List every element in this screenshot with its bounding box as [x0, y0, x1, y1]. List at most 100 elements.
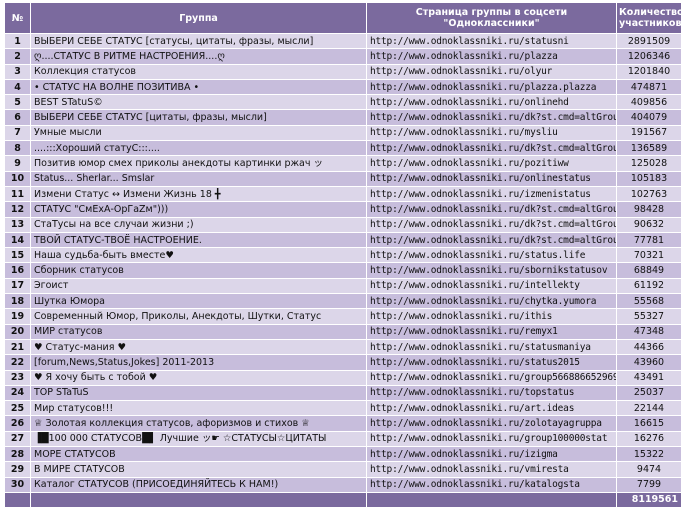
group-url-cell[interactable]: http://www.odnoklassniki.ru/katalogsta	[366, 476, 617, 493]
group-name-cell[interactable]: Позитив юмор смех приколы анекдоты карти…	[30, 155, 367, 172]
member-count-cell[interactable]: 77781	[616, 231, 682, 249]
group-name-cell[interactable]: Эгоист	[30, 277, 367, 295]
row-number-cell[interactable]: 20	[4, 323, 31, 340]
member-count-cell[interactable]: 43491	[616, 369, 682, 386]
group-name-cell[interactable]: Мир статусов!!!	[30, 400, 367, 417]
row-number-cell[interactable]: 21	[4, 338, 31, 356]
group-name-cell[interactable]: В МИРЕ СТАТУСОВ	[30, 461, 367, 478]
header-group[interactable]: Группа	[30, 2, 367, 34]
row-number-cell[interactable]: 26	[4, 415, 31, 432]
member-count-cell[interactable]: 98428	[616, 201, 682, 218]
group-name-cell[interactable]: Наша судьба-быть вместе♥	[30, 247, 367, 264]
group-url-cell[interactable]: http://www.odnoklassniki.ru/statusmaniya	[366, 338, 617, 356]
row-number-cell[interactable]: 28	[4, 446, 31, 463]
group-url-cell[interactable]: http://www.odnoklassniki.ru/onlinestatus	[366, 170, 617, 187]
member-count-cell[interactable]: 22144	[616, 400, 682, 417]
row-number-cell[interactable]: 17	[4, 277, 31, 295]
group-name-cell[interactable]: МИР статусов	[30, 323, 367, 340]
member-count-cell[interactable]: 409856	[616, 94, 682, 111]
group-name-cell[interactable]: Измени Статус ↔ Измени Жизнь 18 ╋	[30, 185, 367, 203]
group-name-cell[interactable]: Каталог СТАТУСОВ (ПРИСОЕДИНЯЙТЕСЬ К НАМ!…	[30, 476, 367, 493]
group-url-cell[interactable]: http://www.odnoklassniki.ru/plazza.plazz…	[366, 78, 617, 96]
row-number-cell[interactable]: 16	[4, 262, 31, 279]
row-number-cell[interactable]: 9	[4, 155, 31, 172]
row-number-cell[interactable]: 6	[4, 109, 31, 126]
group-url-cell[interactable]: http://www.odnoklassniki.ru/izmenistatus	[366, 185, 617, 203]
row-number-cell[interactable]: 24	[4, 384, 31, 402]
member-count-cell[interactable]: 47348	[616, 323, 682, 340]
group-url-cell[interactable]: http://www.odnoklassniki.ru/dk?st.cmd=al…	[366, 201, 617, 218]
group-name-cell[interactable]: СТАТУС "СмЕхА-ОрГаZм")))	[30, 201, 367, 218]
row-number-cell[interactable]: 1	[4, 32, 31, 50]
row-number-cell[interactable]: 12	[4, 201, 31, 218]
group-name-cell[interactable]: Status... Sherlar... Smslar	[30, 170, 367, 187]
member-count-cell[interactable]: 136589	[616, 140, 682, 157]
group-name-cell[interactable]: ....:::Хороший статуС:::....	[30, 140, 367, 157]
member-count-cell[interactable]: 474871	[616, 78, 682, 96]
member-count-cell[interactable]: 7799	[616, 476, 682, 493]
row-number-cell[interactable]: 7	[4, 124, 31, 142]
group-url-cell[interactable]: http://www.odnoklassniki.ru/plazza	[366, 48, 617, 65]
group-url-cell[interactable]: http://www.odnoklassniki.ru/zolotayagrup…	[366, 415, 617, 432]
member-count-cell[interactable]: 102763	[616, 185, 682, 203]
header-count[interactable]: Количество участников	[616, 2, 682, 34]
group-url-cell[interactable]: http://www.odnoklassniki.ru/art.ideas	[366, 400, 617, 417]
group-url-cell[interactable]: http://www.odnoklassniki.ru/izigma	[366, 446, 617, 463]
group-url-cell[interactable]: http://www.odnoklassniki.ru/statusni	[366, 32, 617, 50]
group-url-cell[interactable]: http://www.odnoklassniki.ru/remyx1	[366, 323, 617, 340]
member-count-cell[interactable]: 43960	[616, 354, 682, 371]
group-name-cell[interactable]: Коллекция статусов	[30, 63, 367, 80]
row-number-cell[interactable]: 23	[4, 369, 31, 386]
header-num[interactable]: №	[4, 2, 31, 34]
row-number-cell[interactable]: 10	[4, 170, 31, 187]
group-name-cell[interactable]: ♥ Я хочу быть с тобой ♥	[30, 369, 367, 386]
row-number-cell[interactable]: 11	[4, 185, 31, 203]
group-name-cell[interactable]: TOP STaTuS	[30, 384, 367, 402]
row-number-cell[interactable]: 3	[4, 63, 31, 80]
group-name-cell[interactable]: ღ....СТАТУС В РИТМЕ НАСТРОЕНИЯ....ღ	[30, 48, 367, 65]
row-number-cell[interactable]: 18	[4, 293, 31, 310]
group-url-cell[interactable]: http://www.odnoklassniki.ru/topstatus	[366, 384, 617, 402]
group-url-cell[interactable]: http://www.odnoklassniki.ru/group100000s…	[366, 430, 617, 448]
group-url-cell[interactable]: http://www.odnoklassniki.ru/dk?st.cmd=al…	[366, 216, 617, 233]
header-page[interactable]: Страница группы в соцсети "Одноклассники…	[366, 2, 617, 34]
row-number-cell[interactable]: 19	[4, 308, 31, 325]
group-name-cell[interactable]: Шутка Юмора	[30, 293, 367, 310]
member-count-cell[interactable]: 55568	[616, 293, 682, 310]
group-url-cell[interactable]: http://www.odnoklassniki.ru/dk?st.cmd=al…	[366, 140, 617, 157]
group-url-cell[interactable]: http://www.odnoklassniki.ru/onlinehd	[366, 94, 617, 111]
group-url-cell[interactable]: http://www.odnoklassniki.ru/sbornikstatu…	[366, 262, 617, 279]
group-name-cell[interactable]: • СТАТУС НА ВОЛНЕ ПОЗИТИВА •	[30, 78, 367, 96]
group-url-cell[interactable]: http://www.odnoklassniki.ru/dk?st.cmd=al…	[366, 109, 617, 126]
group-name-cell[interactable]: ▐█100 000 СТАТУСОВ█▌ Лучшие ッ☛ ☆СТАТУСЫ☆…	[30, 430, 367, 448]
row-number-cell[interactable]: 8	[4, 140, 31, 157]
member-count-cell[interactable]: 191567	[616, 124, 682, 142]
group-url-cell[interactable]: http://www.odnoklassniki.ru/olyur	[366, 63, 617, 80]
row-number-cell[interactable]: 5	[4, 94, 31, 111]
row-number-cell[interactable]: 29	[4, 461, 31, 478]
member-count-cell[interactable]: 1206346	[616, 48, 682, 65]
member-count-cell[interactable]: 9474	[616, 461, 682, 478]
member-count-cell[interactable]: 404079	[616, 109, 682, 126]
member-count-cell[interactable]: 1201840	[616, 63, 682, 80]
group-url-cell[interactable]: http://www.odnoklassniki.ru/chytka.yumor…	[366, 293, 617, 310]
group-name-cell[interactable]: ♕ Золотая коллекция статусов, афоризмов …	[30, 415, 367, 432]
row-number-cell[interactable]: 25	[4, 400, 31, 417]
row-number-cell[interactable]: 22	[4, 354, 31, 371]
group-url-cell[interactable]: http://www.odnoklassniki.ru/pozitiww	[366, 155, 617, 172]
member-count-cell[interactable]: 2891509	[616, 32, 682, 50]
group-url-cell[interactable]: http://www.odnoklassniki.ru/status.life	[366, 247, 617, 264]
row-number-cell[interactable]: 27	[4, 430, 31, 448]
group-url-cell[interactable]: http://www.odnoklassniki.ru/intellekty	[366, 277, 617, 295]
group-url-cell[interactable]: http://www.odnoklassniki.ru/status2015	[366, 354, 617, 371]
member-count-cell[interactable]: 44366	[616, 338, 682, 356]
member-count-cell[interactable]: 125028	[616, 155, 682, 172]
row-number-cell[interactable]: 2	[4, 48, 31, 65]
row-number-cell[interactable]: 4	[4, 78, 31, 96]
member-count-cell[interactable]: 90632	[616, 216, 682, 233]
group-name-cell[interactable]: [forum,News,Status,Jokes] 2011-2013	[30, 354, 367, 371]
row-number-cell[interactable]: 13	[4, 216, 31, 233]
group-name-cell[interactable]: МОРЕ СТАТУСОВ	[30, 446, 367, 463]
group-name-cell[interactable]: ♥ Статус-мания ♥	[30, 338, 367, 356]
member-count-cell[interactable]: 16276	[616, 430, 682, 448]
